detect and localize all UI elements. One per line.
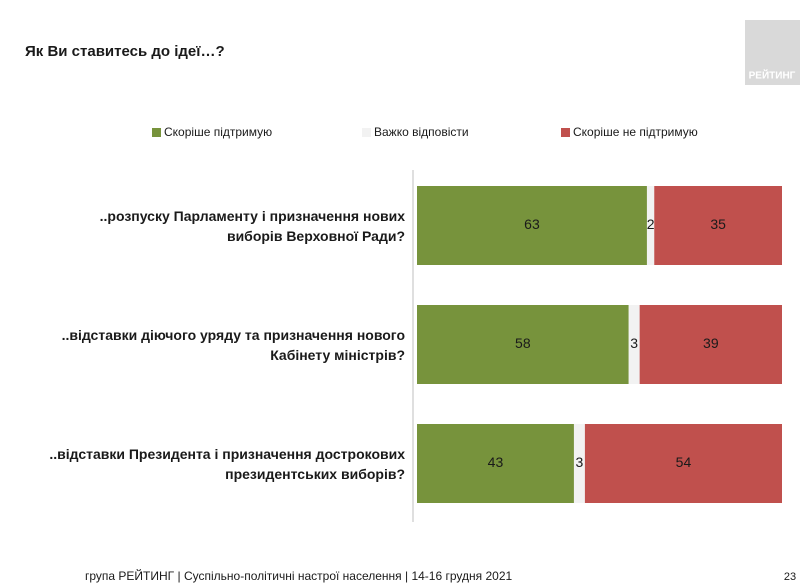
- logo-box: [745, 20, 800, 85]
- category-label: ..відставки Президента і призначення дос…: [49, 445, 405, 482]
- data-label: 54: [676, 454, 692, 470]
- data-label: 58: [515, 335, 531, 351]
- bar-segment: [417, 186, 647, 265]
- data-label: 63: [524, 216, 540, 232]
- data-label: 35: [710, 216, 726, 232]
- bar-segment: [646, 186, 655, 265]
- chart-title: Як Ви ставитесь до ідеї…?: [25, 43, 225, 60]
- logo: РЕЙТИНГ: [749, 69, 796, 82]
- data-label: 43: [488, 454, 504, 470]
- bar-segment: [417, 424, 574, 503]
- footer: група РЕЙТИНГ | Суспільно-політичні наст…: [85, 568, 512, 583]
- category-label: ..відставки діючого уряду та призначення…: [61, 326, 405, 363]
- page-number: 23: [784, 571, 796, 583]
- data-label: 39: [703, 335, 719, 351]
- bar-segment: [639, 305, 782, 384]
- legend-swatch: [561, 128, 570, 137]
- bar-segment: [417, 305, 629, 384]
- legend-label: Важко відповісти: [374, 125, 469, 139]
- bar-segment: [584, 424, 782, 503]
- category-label: ..розпуску Парламенту і призначення нови…: [99, 207, 405, 244]
- bar-segment: [573, 424, 585, 503]
- data-label: 2: [647, 216, 655, 232]
- legend-swatch: [152, 128, 161, 137]
- legend-label: Скоріше не підтримую: [573, 125, 698, 139]
- data-label: 3: [630, 335, 638, 351]
- bar-segment: [654, 186, 782, 265]
- bar-segment: [628, 305, 640, 384]
- data-label: 3: [576, 454, 584, 470]
- legend-swatch: [362, 128, 371, 137]
- legend-label: Скоріше підтримую: [164, 125, 272, 139]
